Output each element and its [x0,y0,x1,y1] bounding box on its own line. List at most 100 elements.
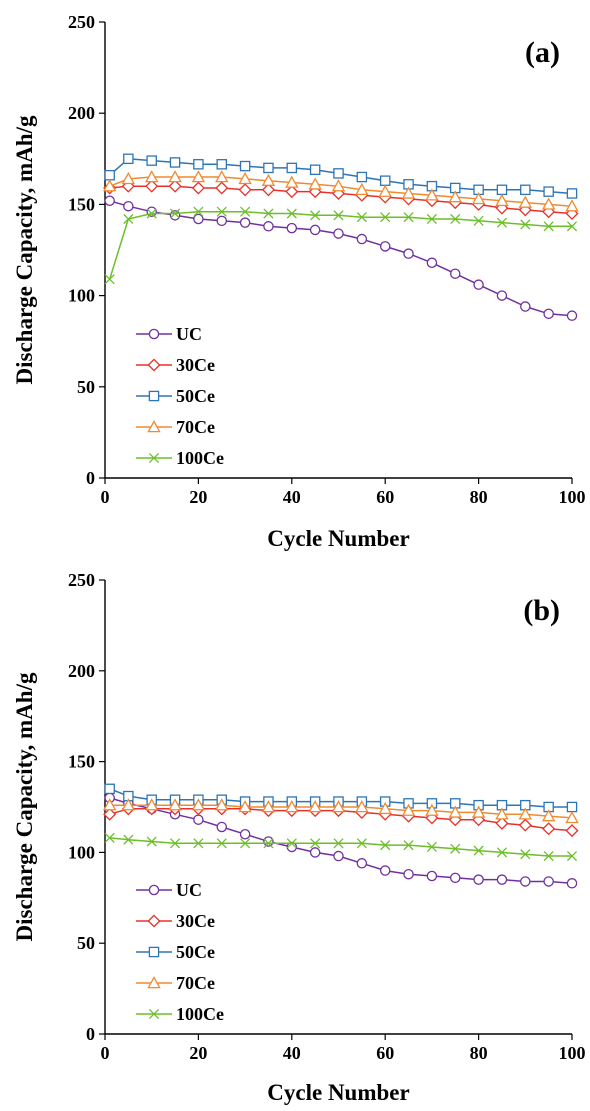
y-tick-label: 200 [68,103,95,123]
data-point [331,179,346,192]
data-point [308,800,322,813]
data-point [333,168,344,179]
data-point [426,841,437,853]
legend-item: 70Ce [136,417,215,437]
data-point [309,164,321,175]
data-point [238,800,252,813]
data-point [310,210,321,221]
data-point [193,838,204,849]
x-tick-label: 100 [559,487,586,507]
data-point [566,850,578,862]
data-point [104,169,115,181]
y-axis-title: Discharge Capacity, mAh/g [12,115,37,384]
data-point [426,870,438,882]
data-point [215,798,229,811]
legend-item: 70Ce [136,973,215,993]
data-point [333,228,344,239]
data-point [263,836,274,847]
data-point [168,798,182,811]
data-point [261,183,275,197]
data-point [379,241,391,252]
data-point [193,159,204,170]
data-point [239,160,251,172]
data-point [401,803,416,816]
panel-b: 0 50 100 150 200 250 0 20 40 60 80 100 Cycle Number D… [12,570,586,1105]
data-point [356,838,367,849]
data-point [495,193,509,207]
data-point [286,222,298,234]
y-tick-label: 200 [68,661,95,681]
panel-label: (b) [523,594,560,627]
legend-item: 100Ce [136,1004,224,1024]
data-point [104,274,115,285]
data-point [104,783,115,795]
data-point [216,821,227,833]
data-point [216,206,227,217]
data-point [566,878,578,889]
y-tick-label: 100 [68,286,95,306]
y-tick-label: 150 [68,194,95,214]
data-point [285,175,299,188]
data-point [215,170,229,183]
data-point [145,798,159,811]
data-point [449,268,461,279]
x-tick-label: 80 [470,1043,488,1063]
legend-marker [147,420,161,433]
data-point [520,849,531,860]
data-point [496,874,508,885]
data-point [146,208,157,219]
x-tick-label: 20 [189,487,207,507]
data-point [331,800,346,813]
data-point [356,171,368,183]
y-tick-label: 150 [68,752,95,772]
series-70Ce [102,170,579,212]
data-point [239,217,251,228]
x-tick-label: 100 [559,1043,586,1063]
x-tick-label: 0 [101,1043,110,1063]
data-point [146,836,157,847]
data-point [356,233,368,245]
data-point [145,170,159,183]
data-point [239,828,251,840]
data-point [496,847,508,858]
data-point [426,257,438,269]
data-point [216,215,227,227]
legend-item: UC [136,324,202,344]
legend-marker [148,452,160,464]
data-point [495,807,509,820]
data-point [191,181,205,195]
x-tick-label: 40 [283,1043,301,1063]
legend-label: 100Ce [176,448,224,468]
data-point [240,838,251,849]
series-100Ce [104,832,578,862]
data-point [285,800,299,813]
y-tick-label: 250 [68,12,95,32]
x-tick-label: 0 [101,487,110,507]
data-point [449,872,461,884]
data-point [286,208,297,219]
data-point [263,838,274,849]
data-point [333,850,344,862]
data-point [123,153,134,165]
legend-item: 30Ce [136,911,215,931]
data-point [168,179,182,193]
data-point [123,213,134,225]
data-point [425,188,439,201]
data-point [473,845,484,856]
data-point [378,801,392,815]
data-point [379,865,391,876]
data-point [263,162,274,174]
data-point [379,175,391,186]
data-point [566,310,578,321]
data-point [403,868,414,880]
data-point [518,818,532,832]
data-point [542,822,556,836]
legend-label: 100Ce [176,1004,224,1024]
data-point [103,807,117,821]
data-point [191,170,206,183]
legend-label: 30Ce [176,355,215,375]
x-tick-label: 40 [283,487,301,507]
data-point [215,181,229,195]
data-point [123,200,134,212]
